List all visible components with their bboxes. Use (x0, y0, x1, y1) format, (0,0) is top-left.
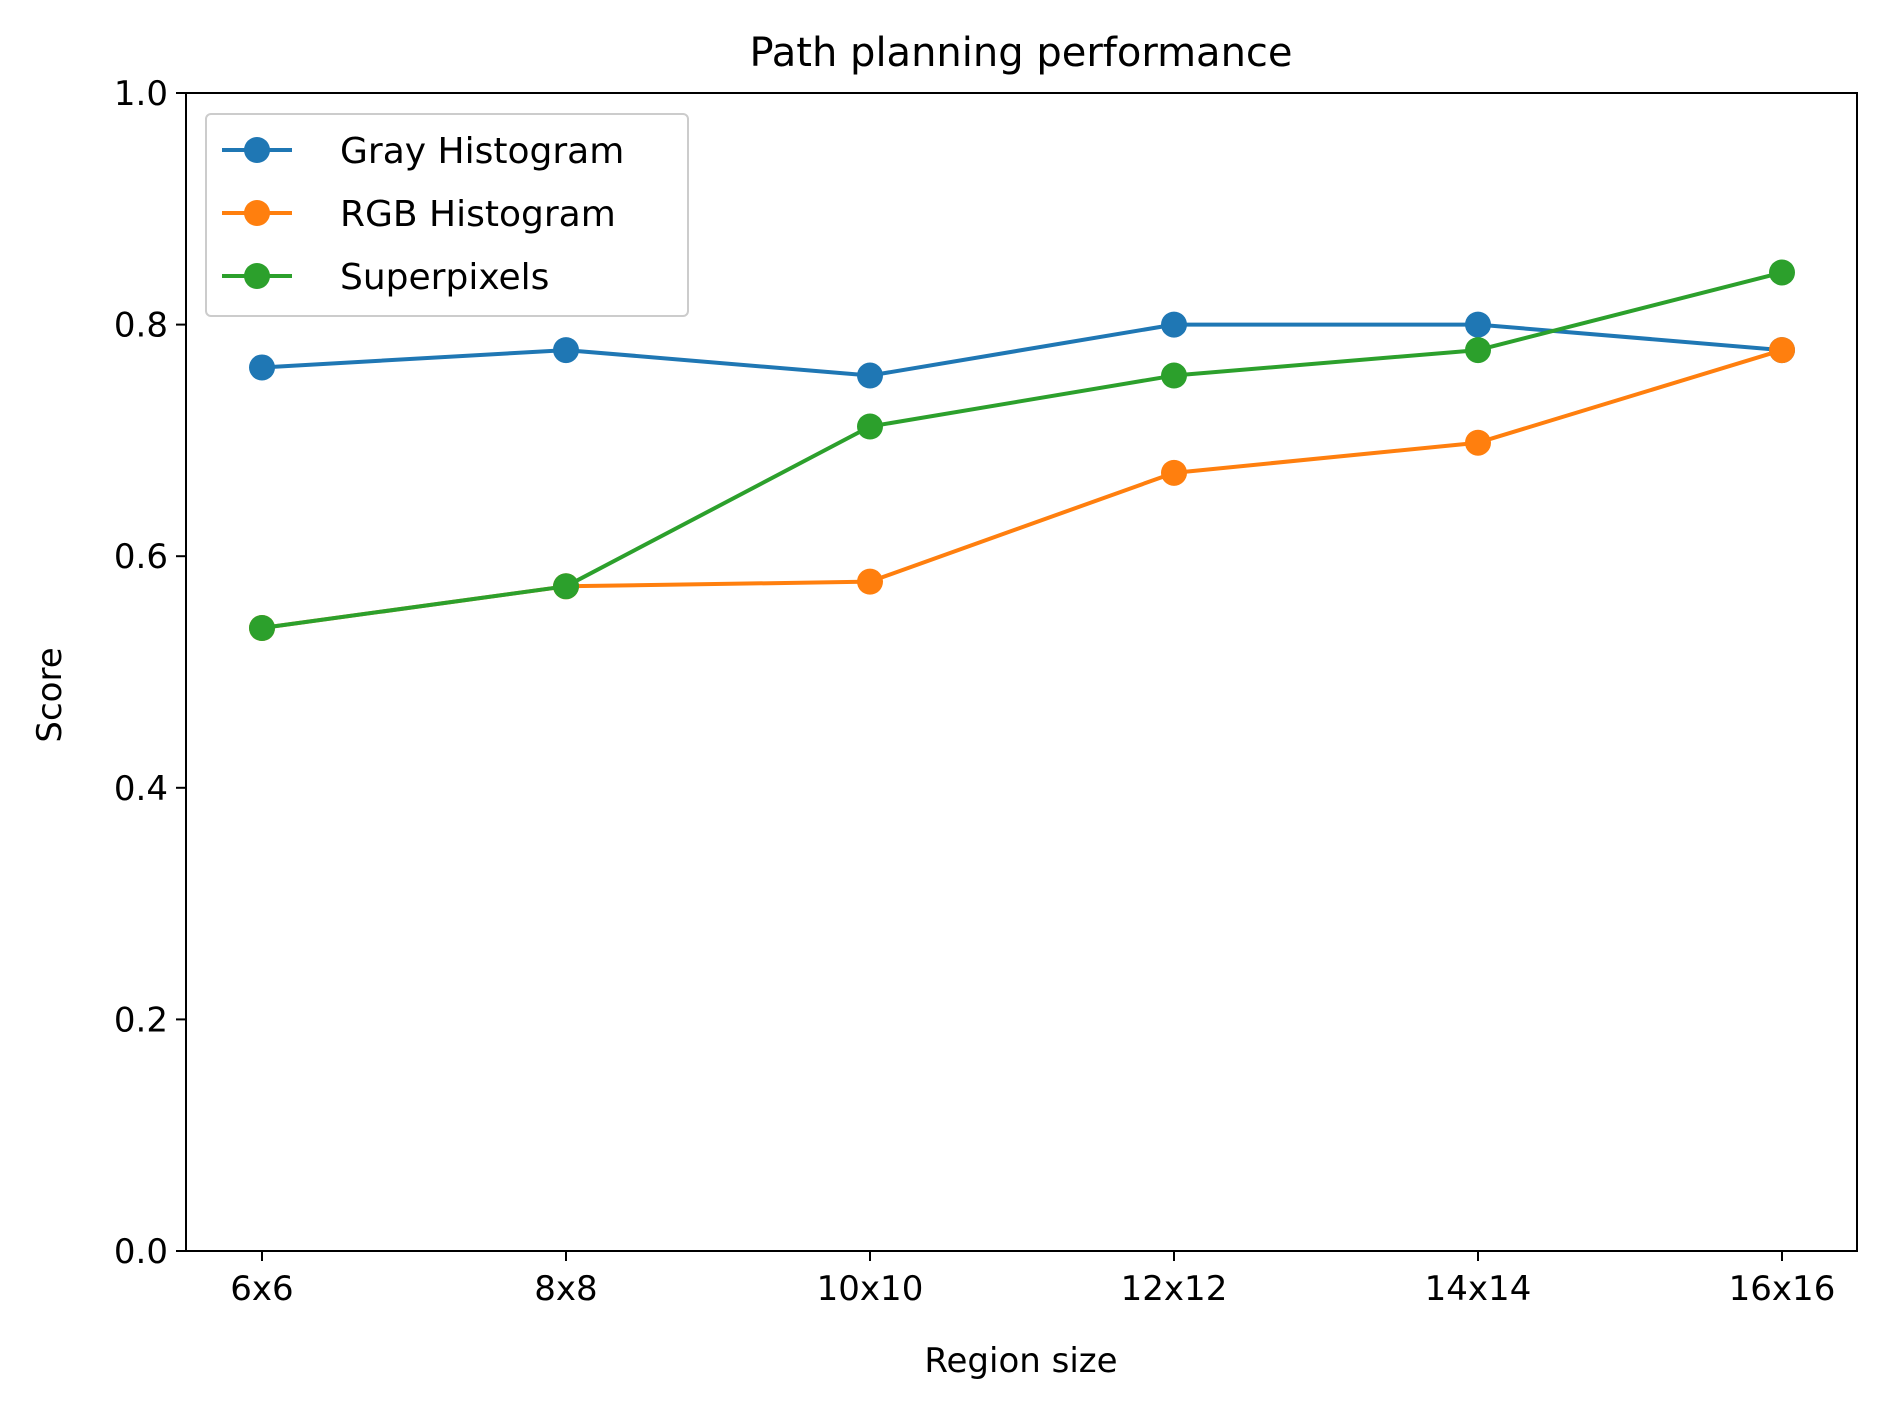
legend-marker (244, 200, 270, 226)
data-point (249, 354, 275, 381)
legend-box (205, 113, 689, 317)
series-3 (249, 259, 1795, 641)
data-point (553, 573, 579, 600)
series-line (261, 270, 1783, 630)
series-1 (249, 311, 1795, 389)
data-point (553, 337, 579, 364)
x-axis-label: Region size (924, 1341, 1117, 1381)
data-point (857, 362, 883, 389)
x-tick-label: 14x14 (1425, 1269, 1532, 1309)
data-point (857, 413, 883, 440)
data-point (1769, 337, 1795, 364)
axes-frame (185, 92, 1858, 1252)
y-tick-label: 0.4 (114, 769, 168, 809)
data-point (1465, 429, 1491, 456)
legend-label: Superpixels (340, 257, 549, 298)
data-point (857, 568, 883, 595)
legend-marker (244, 137, 270, 163)
y-tick-label: 0.8 (114, 306, 168, 346)
y-tick-label: 0.0 (114, 1232, 168, 1272)
y-axis-label: Score (30, 647, 70, 742)
data-point (1161, 459, 1187, 486)
data-point (1161, 362, 1187, 389)
data-point (1465, 337, 1491, 364)
data-point (1769, 259, 1795, 286)
legend-item: RGB Histogram (222, 194, 616, 235)
chart-title: Path planning performance (749, 30, 1292, 76)
plot-area (185, 92, 1858, 1252)
x-tick-label: 12x12 (1121, 1269, 1228, 1309)
x-axis: 6x6 8x8 10x10 12x12 14x14 16x16 (230, 1251, 1835, 1309)
data-point (249, 614, 275, 641)
y-axis: 0.0 0.2 0.4 0.6 0.8 1.0 (114, 74, 186, 1272)
y-tick-label: 0.2 (114, 1000, 168, 1040)
series-layer (249, 259, 1795, 641)
legend-item: Gray Histogram (222, 131, 624, 172)
series-line (261, 322, 1783, 378)
legend-label: RGB Histogram (340, 194, 616, 235)
legend-label: Gray Histogram (340, 131, 624, 172)
y-tick-label: 1.0 (114, 74, 168, 114)
legend-marker (244, 263, 270, 289)
x-tick-label: 6x6 (230, 1269, 293, 1309)
data-point (1161, 311, 1187, 338)
legend: Gray Histogram RGB Histogram Superpixels (205, 113, 689, 317)
x-tick-label: 10x10 (817, 1269, 924, 1309)
x-tick-label: 8x8 (534, 1269, 597, 1309)
data-point (1465, 311, 1491, 338)
legend-item: Superpixels (222, 257, 549, 298)
y-tick-label: 0.6 (114, 537, 168, 577)
x-tick-label: 16x16 (1729, 1269, 1836, 1309)
